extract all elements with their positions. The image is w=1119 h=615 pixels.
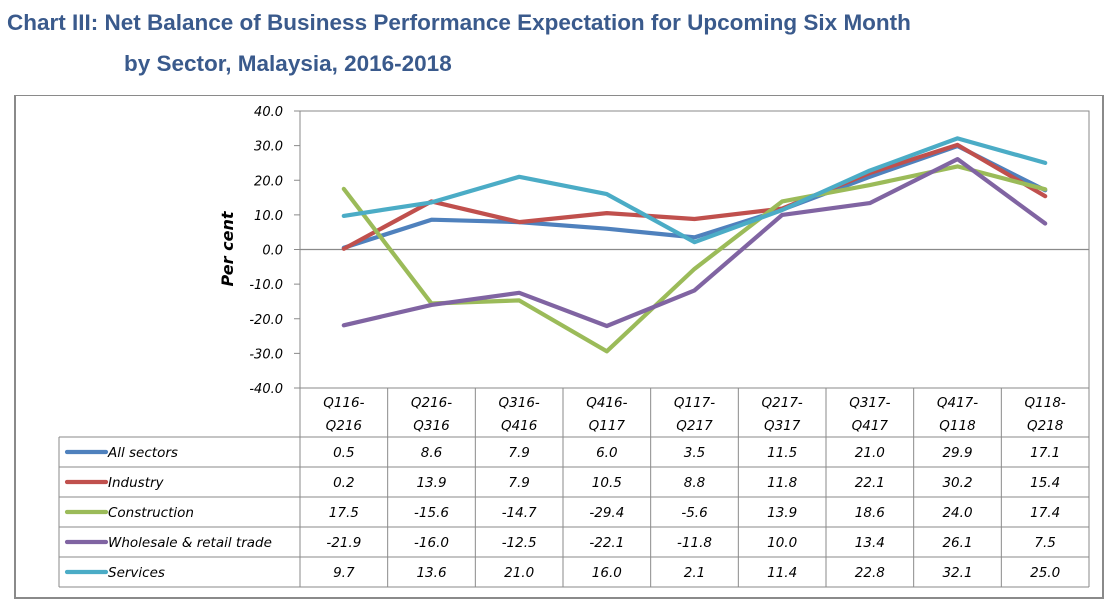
data-table-value: 11.8 [767,475,797,491]
data-table-value: 13.9 [767,505,797,521]
data-table-value: -22.1 [589,535,624,551]
x-category-label: Q316- [499,395,540,411]
data-table-value: 21.0 [504,565,534,581]
y-tick-label: -40.0 [249,382,283,397]
data-table-value: 0.5 [333,445,354,461]
data-table-value: 26.1 [942,535,972,551]
series-lines [341,136,1048,354]
x-category-label: Q216- [411,395,452,411]
legend-series-label: Construction [108,505,194,521]
x-category-label: Q416 [501,418,537,434]
y-axis: 40.0 30.0 20.0 10.0 0.0 -10.0 -20.0 -30.0 -40.0 [249,105,300,397]
data-table-value: 17.5 [329,505,359,521]
data-table-value: -12.5 [502,535,537,551]
data-table-value: -14.7 [502,505,537,521]
series-line-services [341,136,1048,245]
data-table-value: 7.9 [508,445,529,461]
x-category-label: Q217 [676,418,713,434]
legend-series-label: All sectors [107,445,178,461]
y-tick-label: -30.0 [249,347,283,362]
data-table-value: 17.4 [1030,505,1060,521]
data-table-value: 7.5 [1034,535,1055,551]
legend-series-label: Industry [108,475,165,491]
y-axis-label: Per cent [218,210,237,286]
data-table-value: 13.6 [416,565,446,581]
chart-frame [14,95,1104,599]
data-table-value: 10.5 [592,475,622,491]
data-table-value: 15.4 [1030,475,1060,491]
data-table-value: 29.9 [942,445,972,461]
data-table-value: 13.4 [855,535,885,551]
series-line-construction [341,164,1048,354]
y-tick-label: 40.0 [254,105,283,120]
data-table-value: 8.6 [421,445,442,461]
x-category-label: Q317- [849,395,890,411]
data-table-value: 32.1 [942,565,972,581]
y-tick-label: -10.0 [249,278,283,293]
x-category-label: Q117- [674,395,715,411]
data-table-value: 30.2 [942,475,972,491]
data-table-value: 11.5 [767,445,797,461]
data-table-value: 0.2 [333,475,354,491]
legend-series-label: Wholesale & retail trade [108,535,272,551]
data-table-value: -15.6 [414,505,449,521]
data-table: Q116- Q216 Q216- Q316 Q316- Q416 Q416- Q117 Q117… [58,387,1090,588]
y-tick-label: 0.0 [262,244,283,259]
x-category-label: Q217- [762,395,803,411]
data-table-value: 2.1 [684,565,705,581]
y-tick-label: 10.0 [254,209,283,224]
x-category-label: Q417- [937,395,978,411]
data-table-value: 11.4 [767,565,797,581]
data-table-value: -29.4 [589,505,624,521]
y-tick-label: 30.0 [254,140,283,155]
data-table-value: 16.0 [592,565,622,581]
data-table-value: 24.0 [942,505,972,521]
data-table-value: 17.1 [1030,445,1060,461]
data-table-value: 9.7 [333,565,355,581]
x-category-label: Q116- [323,395,364,411]
y-tick-label: -20.0 [249,313,283,328]
x-category-label: Q317 [764,418,801,434]
data-table-value: 22.1 [855,475,885,491]
data-table-value: 7.9 [508,475,529,491]
series-line-wholesale-retail-trade [341,157,1048,329]
data-table-value: 3.5 [684,445,705,461]
chart-title-line-1: Chart III: Net Balance of Business Perfo… [7,10,911,35]
data-table-value: 25.0 [1030,565,1060,581]
x-category-label: Q218 [1027,418,1063,434]
data-table-value: -5.6 [681,505,707,521]
data-table-value: 10.0 [767,535,797,551]
data-table-value: 18.6 [855,505,885,521]
data-table-value: 6.0 [596,445,617,461]
x-category-label: Q316 [413,418,449,434]
data-table-value: 22.8 [855,565,885,581]
x-category-label: Q416- [586,395,627,411]
data-table-value: 21.0 [855,445,885,461]
series-line-industry [341,142,1048,251]
legend-series-label: Services [108,565,165,581]
data-table-value: -11.8 [677,535,712,551]
data-table-value: -21.9 [326,535,361,551]
x-category-label: Q417 [852,418,889,434]
data-table-value: 13.9 [416,475,446,491]
x-category-label: Q118- [1025,395,1066,411]
data-table-value: 8.8 [684,475,705,491]
y-tick-label: 20.0 [254,174,283,189]
data-table-value: -16.0 [414,535,449,551]
x-category-label: Q118 [939,418,975,434]
x-category-label: Q117 [589,418,626,434]
x-category-label: Q216 [326,418,362,434]
chart-title-line-2: by Sector, Malaysia, 2016-2018 [124,51,452,76]
